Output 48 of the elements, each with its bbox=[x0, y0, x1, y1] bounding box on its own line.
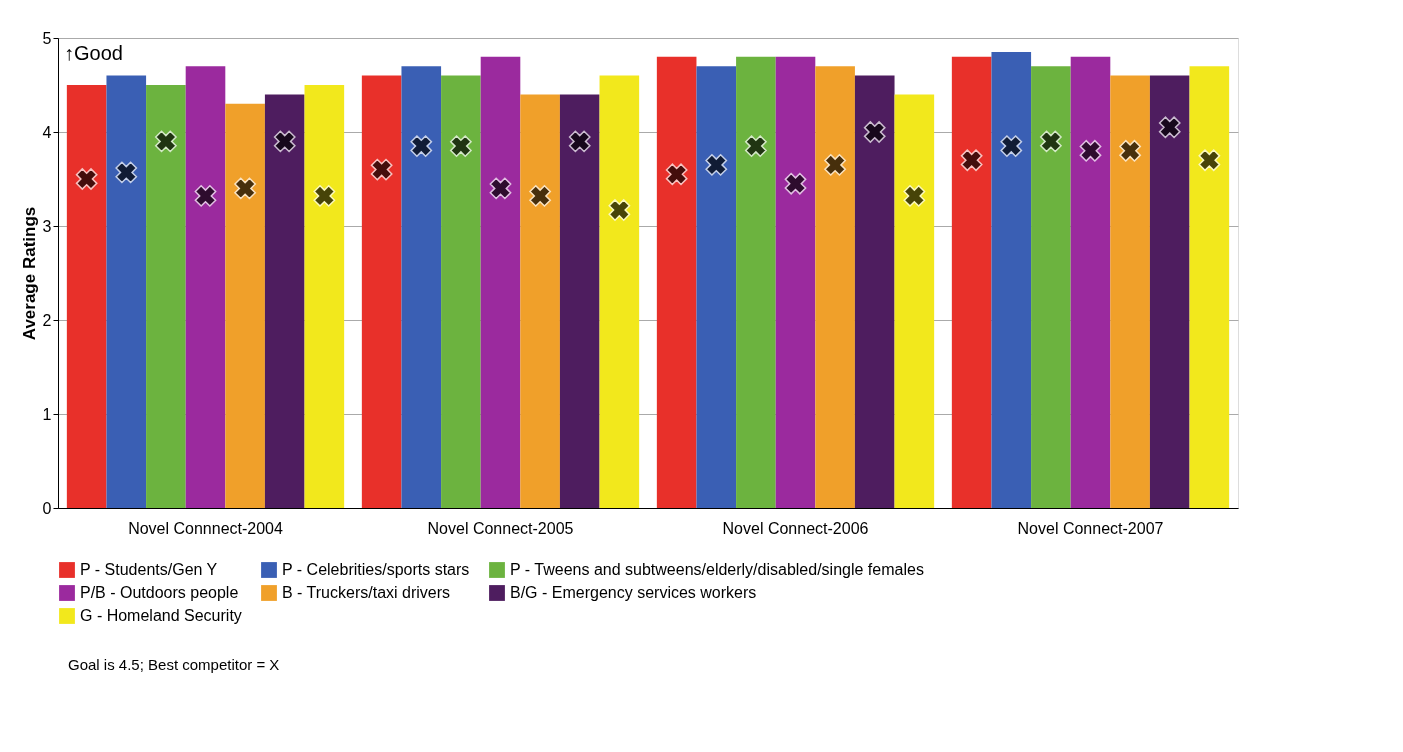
bar bbox=[304, 85, 345, 508]
bar bbox=[1189, 66, 1230, 508]
x-tick-label: Novel Connect-2006 bbox=[722, 519, 869, 537]
bar bbox=[106, 75, 147, 508]
bar bbox=[736, 56, 776, 508]
bar bbox=[559, 94, 600, 508]
text: Goal is 4.5; Best competitor = X bbox=[68, 656, 280, 673]
legend-label: P - Students/Gen Y bbox=[80, 561, 218, 578]
y-tick-label: 5 bbox=[42, 29, 52, 47]
bar bbox=[146, 85, 186, 508]
bar bbox=[225, 103, 265, 508]
bar bbox=[1149, 75, 1190, 508]
bar bbox=[441, 75, 481, 508]
bar bbox=[361, 75, 402, 508]
bar bbox=[1070, 56, 1111, 508]
legend-label: P/B - Outdoors people bbox=[80, 584, 239, 601]
bar bbox=[599, 75, 640, 508]
legend-label: B/G - Emergency services workers bbox=[510, 584, 757, 601]
y-tick-label: 4 bbox=[42, 123, 52, 141]
bar bbox=[854, 75, 895, 508]
y-tick-label: 1 bbox=[42, 405, 52, 423]
x-tick-label: Novel Connnect-2004 bbox=[128, 519, 283, 537]
bar bbox=[480, 56, 521, 508]
annotation: ↑Good bbox=[64, 42, 123, 64]
bar bbox=[991, 52, 1032, 508]
legend-label: P - Celebrities/sports stars bbox=[282, 561, 470, 578]
x-tick-label: Novel Connect-2005 bbox=[427, 519, 574, 537]
bar bbox=[1110, 75, 1150, 508]
bar bbox=[264, 94, 305, 508]
legend-label: P - Tweens and subtweens/elderly/disabled/single females bbox=[510, 561, 924, 578]
y-axis-title: Average Ratings bbox=[19, 206, 39, 341]
legend-label: B - Truckers/taxi drivers bbox=[282, 584, 451, 601]
bar bbox=[401, 66, 442, 508]
bar bbox=[951, 56, 992, 508]
bar bbox=[520, 94, 560, 508]
x-tick-label: Novel Connect-2007 bbox=[1017, 519, 1164, 537]
bar bbox=[815, 66, 855, 508]
bar bbox=[66, 85, 107, 508]
y-tick-label: 3 bbox=[42, 217, 52, 235]
bar bbox=[894, 94, 935, 508]
bar bbox=[1031, 66, 1071, 508]
legend-label: G - Homeland Security bbox=[80, 607, 242, 624]
bar bbox=[656, 56, 697, 508]
bar bbox=[696, 66, 737, 508]
y-tick-label: 0 bbox=[42, 499, 52, 517]
y-tick-label: 2 bbox=[42, 311, 52, 329]
bar bbox=[775, 56, 816, 508]
bar bbox=[185, 66, 226, 508]
